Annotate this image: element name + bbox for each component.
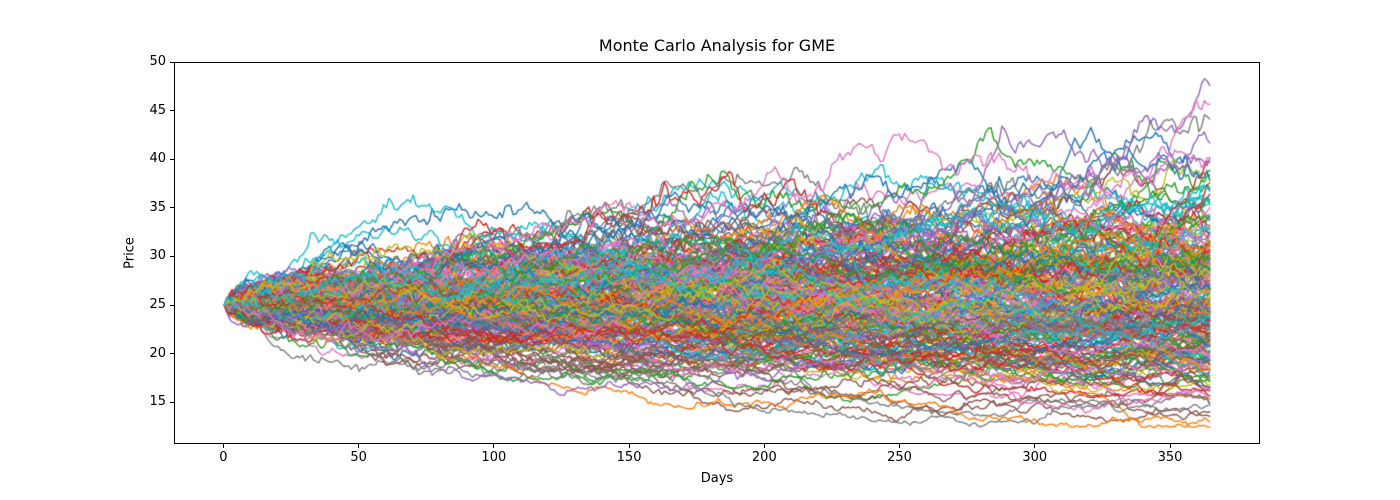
- x-tick-mark: [222, 444, 224, 448]
- x-tick-mark: [493, 444, 495, 448]
- x-tick-mark: [899, 444, 901, 448]
- y-tick-label: 15: [149, 394, 166, 410]
- x-tick-mark: [1169, 444, 1171, 448]
- x-tick-mark: [358, 444, 360, 448]
- x-tick-label: 350: [1157, 450, 1183, 465]
- x-tick-label: 50: [350, 450, 367, 465]
- x-tick-label: 200: [751, 450, 777, 465]
- x-tick-mark: [1034, 444, 1036, 448]
- y-tick-label: 30: [149, 248, 166, 264]
- y-tick-mark: [170, 304, 174, 306]
- x-tick-label: 300: [1022, 450, 1048, 465]
- y-tick-label: 40: [149, 151, 166, 167]
- y-tick-label: 25: [149, 297, 166, 312]
- x-tick-label: 0: [219, 450, 228, 465]
- y-tick-label: 35: [149, 199, 166, 215]
- simulation-paths-canvas: [175, 63, 1259, 443]
- x-tick-label: 100: [481, 450, 507, 465]
- y-tick-mark: [170, 61, 174, 63]
- y-tick-mark: [170, 353, 174, 355]
- chart-title: Monte Carlo Analysis for GME: [598, 36, 836, 55]
- x-tick-label: 250: [887, 450, 912, 465]
- x-tick-mark: [628, 444, 630, 448]
- y-tick-label: 20: [149, 345, 166, 361]
- y-tick-label: 45: [149, 102, 166, 118]
- y-tick-mark: [170, 207, 174, 209]
- y-tick-mark: [170, 401, 174, 403]
- plot-area: [174, 62, 1260, 444]
- y-tick-label: 50: [149, 54, 166, 69]
- x-tick-label: 150: [616, 450, 642, 465]
- y-tick-mark: [170, 255, 174, 257]
- x-axis-label: Days: [700, 471, 734, 486]
- y-tick-mark: [170, 110, 174, 112]
- y-tick-mark: [170, 158, 174, 160]
- x-tick-mark: [763, 444, 765, 448]
